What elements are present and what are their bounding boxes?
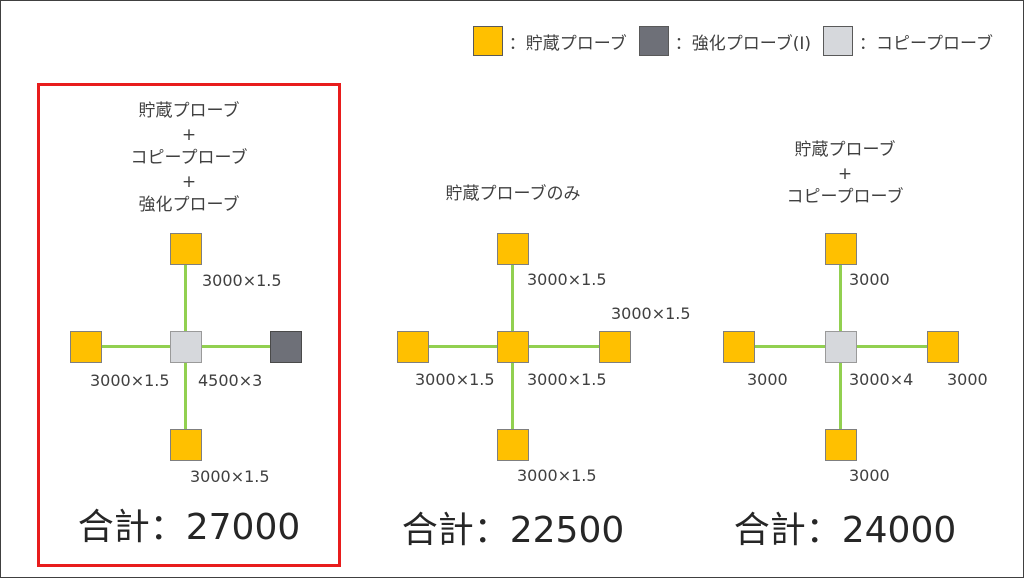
legend-item-reinforce: ：強化プローブ(Ⅰ) <box>638 26 812 56</box>
edge-label-top: 3000 <box>849 270 890 289</box>
storage-probe-swatch-icon <box>472 26 503 56</box>
panel-storage-only: 貯蔵プローブのみ 3000×1.5 3000×1.5 3000×1.5 3000… <box>353 83 691 567</box>
title-line: + <box>181 171 197 192</box>
storage-probe-node-top <box>497 233 529 265</box>
legend: ：貯蔵プローブ ：強化プローブ(Ⅰ) ：コピープローブ <box>461 26 993 56</box>
title-line: コピープローブ <box>130 148 248 168</box>
edge-label-center: 3000×4 <box>849 370 914 389</box>
legend-label-storage: ：貯蔵プローブ <box>508 33 627 54</box>
legend-item-storage: ：貯蔵プローブ <box>472 26 627 56</box>
title-line: 強化プローブ <box>138 195 240 215</box>
edge-label-right: 3000 <box>947 370 988 389</box>
edge-label-top: 3000×1.5 <box>527 270 607 289</box>
storage-probe-node-right <box>599 331 631 363</box>
edge-label-left: 3000 <box>747 370 788 389</box>
reinforce-probe-node-right <box>270 331 302 363</box>
total-value: 合計：22500 <box>401 510 625 551</box>
reinforce-probe-swatch-icon <box>638 26 669 56</box>
title-line: + <box>837 163 853 184</box>
storage-probe-node-center <box>497 331 529 363</box>
panel-storage-copy: 貯蔵プローブ + コピープローブ 3000 3000 3000×4 3000 3… <box>685 83 1005 567</box>
storage-probe-node-bottom <box>497 429 529 461</box>
edge-label-top: 3000×1.5 <box>202 271 282 290</box>
panel-title: 貯蔵プローブ + コピープローブ + 強化プローブ <box>40 100 338 218</box>
panel-title: 貯蔵プローブ + コピープローブ <box>685 139 1005 210</box>
storage-probe-node-left <box>723 331 755 363</box>
legend-item-copy: ：コピープローブ <box>823 26 993 56</box>
title-line: 貯蔵プローブ <box>794 140 896 160</box>
storage-probe-node-bottom <box>825 429 857 461</box>
edge-label-left: 3000×1.5 <box>90 371 170 390</box>
title-line: コピープローブ <box>786 187 904 207</box>
storage-probe-node-left <box>397 331 429 363</box>
storage-probe-node-top <box>825 233 857 265</box>
total-value: 合計：27000 <box>77 507 301 548</box>
title-line: 貯蔵プローブのみ <box>445 184 581 204</box>
title-line: + <box>181 124 197 145</box>
panel-title: 貯蔵プローブのみ <box>353 183 673 207</box>
copy-probe-node-center <box>170 331 202 363</box>
copy-probe-swatch-icon <box>823 26 854 56</box>
legend-label-reinforce: ：強化プローブ(Ⅰ) <box>674 33 812 54</box>
storage-probe-node-top <box>170 233 202 265</box>
total-value: 合計：24000 <box>733 510 957 551</box>
edge-label-right-top: 3000×1.5 <box>611 304 691 323</box>
legend-label-copy: ：コピープローブ <box>859 33 993 54</box>
storage-probe-node-left <box>70 331 102 363</box>
panel-storage-copy-reinforce: 貯蔵プローブ + コピープローブ + 強化プローブ 3000×1.5 3000×… <box>37 83 341 567</box>
edge-label-bottom: 3000×1.5 <box>517 466 597 485</box>
title-line: 貯蔵プローブ <box>138 101 240 121</box>
edge-label-bottom: 3000×1.5 <box>190 467 270 486</box>
copy-probe-node-center <box>825 331 857 363</box>
storage-probe-node-bottom <box>170 429 202 461</box>
storage-probe-node-right <box>927 331 959 363</box>
edge-label-right: 3000×1.5 <box>527 370 607 389</box>
edge-label-right: 4500×3 <box>198 371 263 390</box>
edge-label-left: 3000×1.5 <box>415 370 495 389</box>
edge-label-bottom: 3000 <box>849 466 890 485</box>
